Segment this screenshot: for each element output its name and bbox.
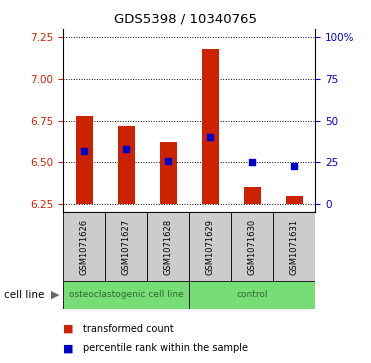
Text: GSM1071629: GSM1071629 [206, 219, 215, 275]
Text: ■: ■ [63, 343, 73, 354]
Bar [76, 116, 92, 204]
Text: ■: ■ [63, 323, 73, 334]
Bar [118, 126, 135, 204]
Text: GSM1071630: GSM1071630 [248, 219, 257, 275]
Text: GSM1071626: GSM1071626 [80, 219, 89, 275]
Point [291, 163, 297, 168]
Text: GSM1071627: GSM1071627 [122, 219, 131, 275]
Text: GSM1071631: GSM1071631 [290, 219, 299, 275]
Bar [160, 142, 177, 204]
Text: ▶: ▶ [51, 290, 59, 300]
Text: GSM1071628: GSM1071628 [164, 219, 173, 275]
Bar [286, 196, 303, 204]
Bar [63, 212, 105, 281]
Point [81, 148, 87, 154]
Bar [105, 212, 147, 281]
Bar [147, 212, 189, 281]
Point [123, 146, 129, 152]
Bar [63, 281, 189, 309]
Text: control: control [237, 290, 268, 299]
Point [165, 158, 171, 164]
Text: GDS5398 / 10340765: GDS5398 / 10340765 [114, 13, 257, 26]
Bar [231, 212, 273, 281]
Text: osteoclastogenic cell line: osteoclastogenic cell line [69, 290, 184, 299]
Text: transformed count: transformed count [83, 323, 174, 334]
Bar [202, 49, 219, 204]
Bar [244, 187, 261, 204]
Bar [189, 212, 231, 281]
Point [207, 134, 213, 140]
Point [249, 159, 255, 165]
Text: cell line: cell line [4, 290, 44, 300]
Text: percentile rank within the sample: percentile rank within the sample [83, 343, 249, 354]
Bar [273, 212, 315, 281]
Bar [189, 281, 315, 309]
